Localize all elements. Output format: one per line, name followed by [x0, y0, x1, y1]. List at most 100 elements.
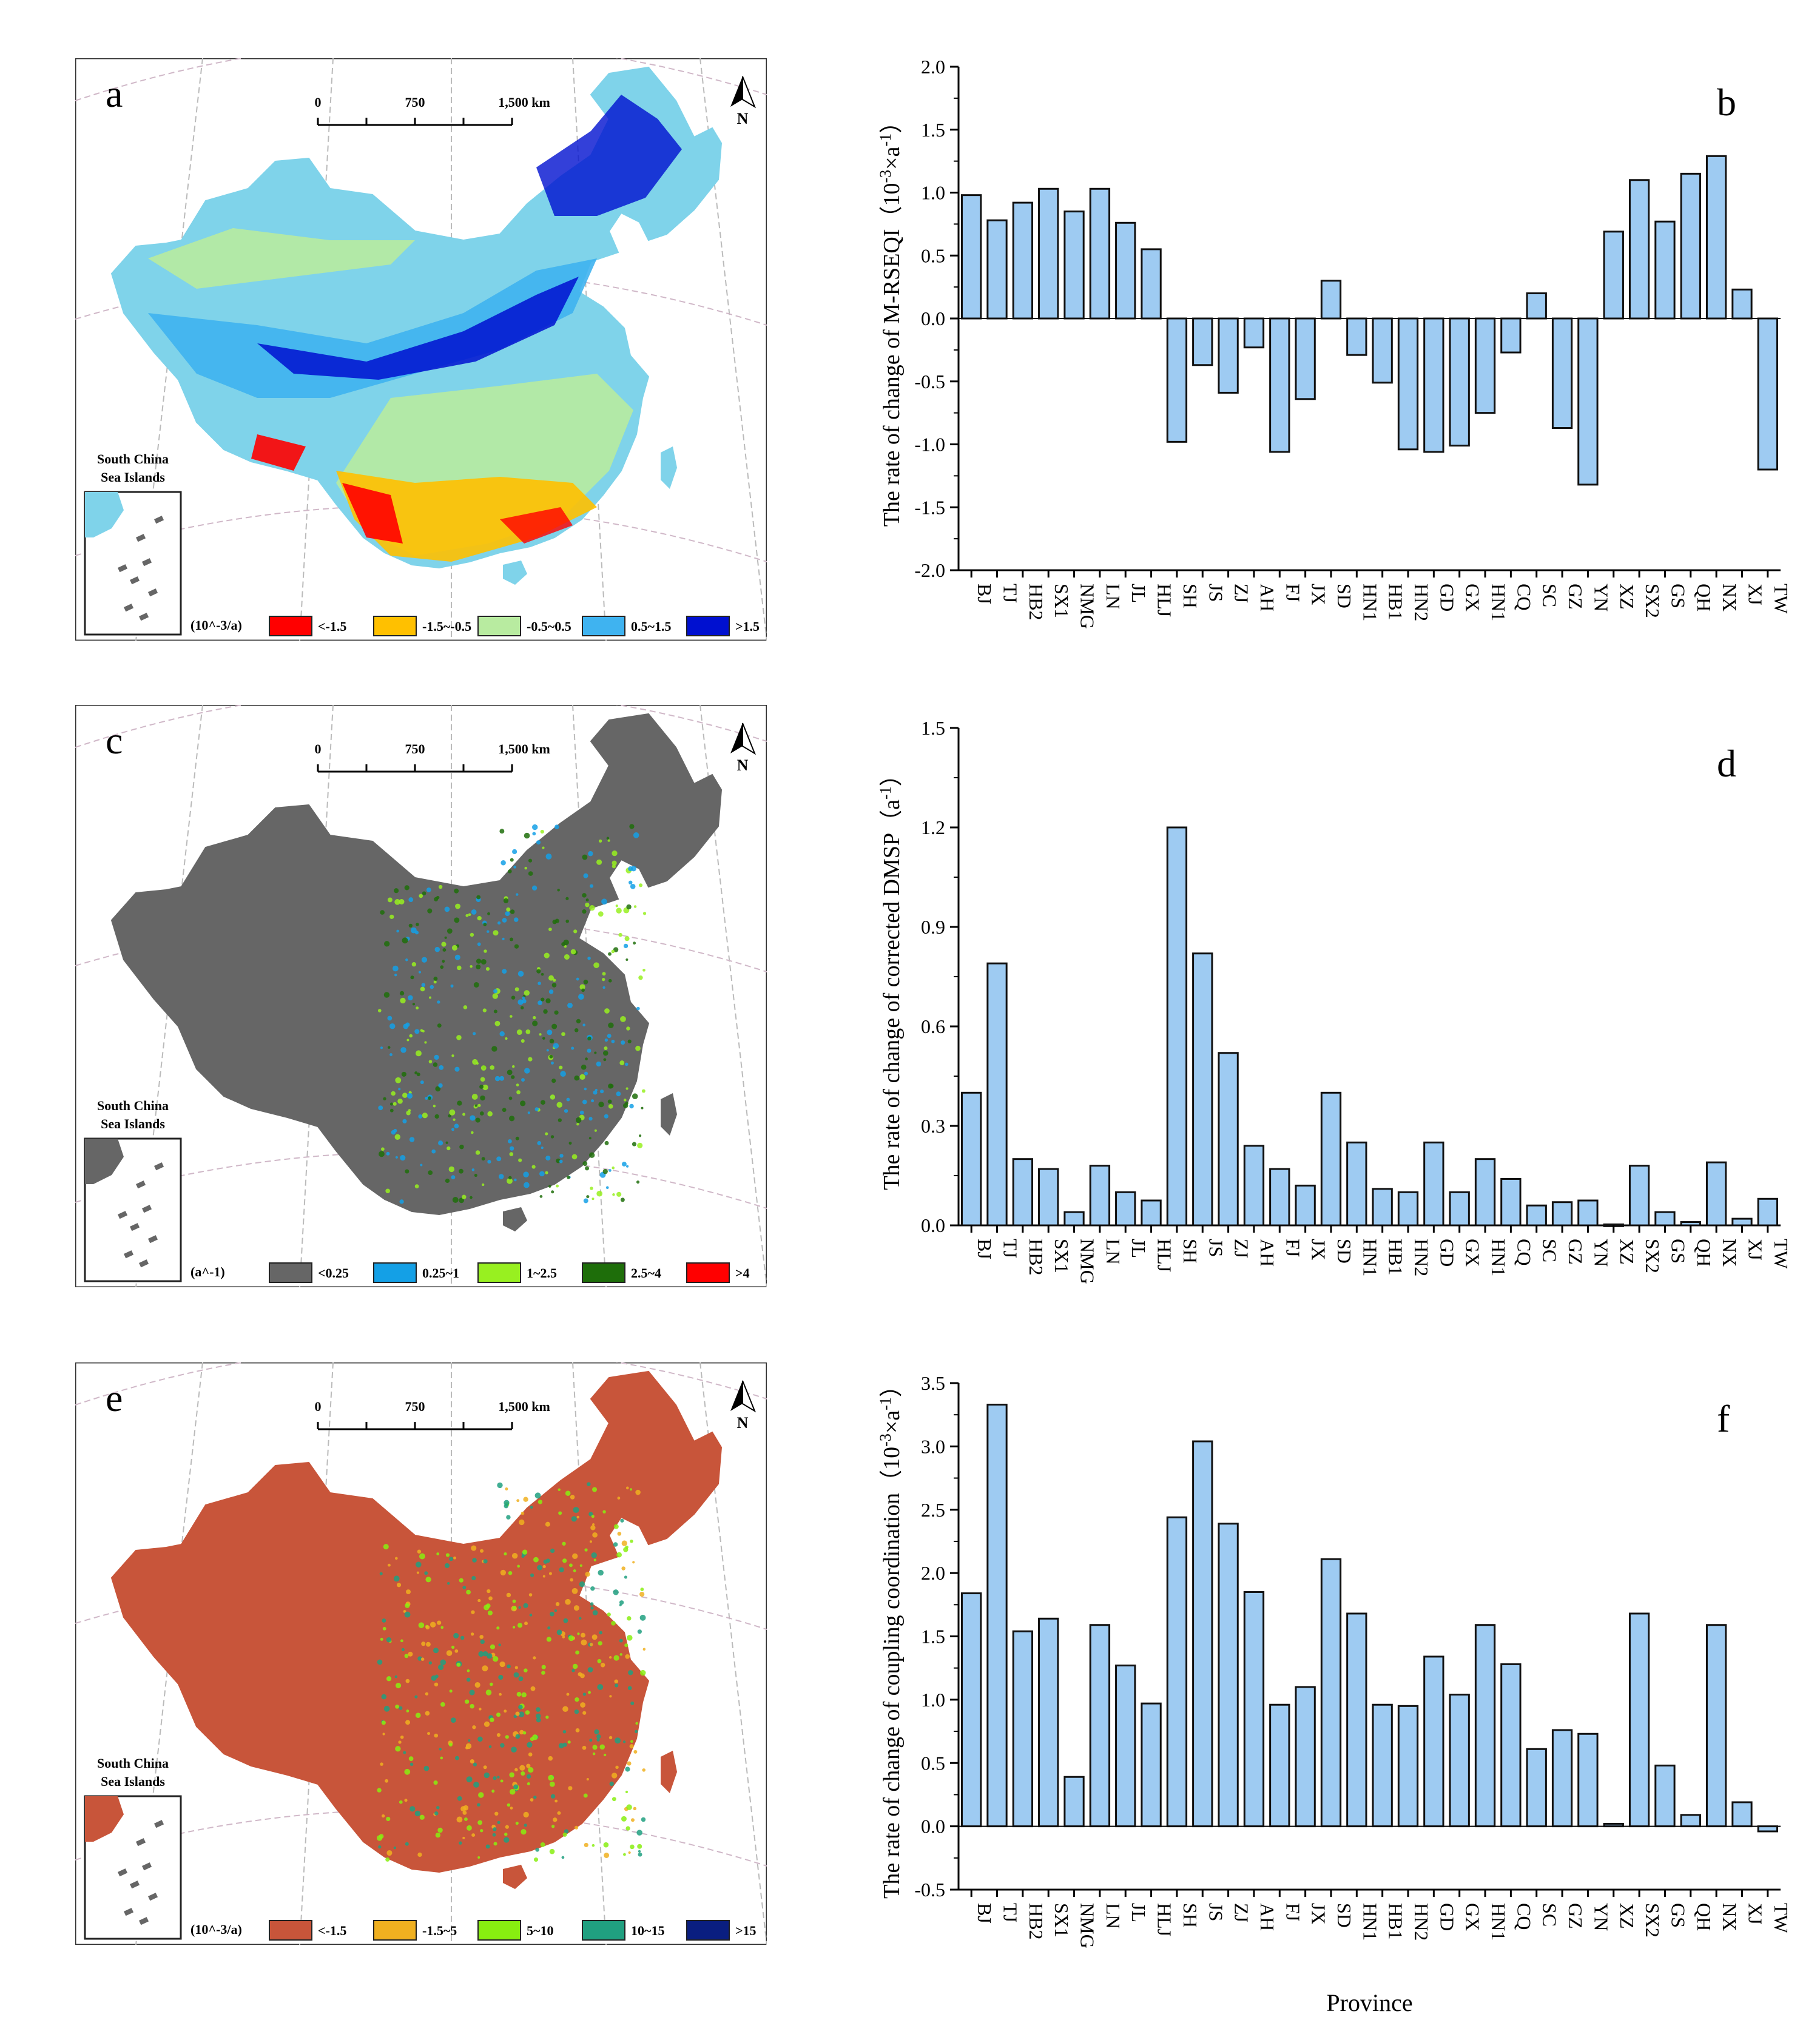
map-speckle [513, 1784, 519, 1790]
map-speckle [504, 1709, 507, 1713]
map-speckle [615, 1765, 619, 1770]
y-axis-title: The rate of change of coupling coordinat… [877, 1374, 905, 1899]
map-speckle [378, 1105, 383, 1111]
map-speckle [579, 1564, 582, 1567]
map-speckle [599, 1631, 602, 1635]
inset-island [118, 1211, 128, 1219]
map-speckle [582, 854, 588, 860]
inset-land [85, 1139, 124, 1184]
map-speckle [641, 1817, 646, 1822]
bar-hn1 [1346, 1141, 1367, 1227]
map-speckle [559, 1065, 563, 1069]
map-speckle [513, 865, 517, 869]
map-speckle [627, 1616, 632, 1621]
map-speckle [579, 1110, 584, 1115]
bar-sh [1166, 317, 1188, 443]
x-tick-label: JX [1308, 1903, 1330, 1925]
map-speckle [575, 1728, 580, 1733]
south-china-sea-inset: South China Sea Islands [84, 1098, 182, 1282]
map-speckle [403, 1610, 406, 1613]
map-speckle [584, 1548, 588, 1552]
map-speckle [394, 888, 399, 894]
map-speckle [562, 1706, 568, 1712]
map-speckle [482, 1665, 488, 1672]
map-speckle [641, 1089, 645, 1093]
map-speckle [420, 1163, 423, 1167]
map-speckle [379, 1572, 383, 1575]
x-tick-label: YN [1590, 1239, 1612, 1267]
map-speckle [418, 1114, 423, 1119]
map-speckle [524, 1668, 528, 1672]
inset-island [130, 576, 140, 585]
legend-swatch [477, 616, 521, 636]
scale-bar-label: 1,500 km [498, 95, 550, 110]
map-speckle [480, 1065, 487, 1071]
map-speckle [642, 1648, 646, 1651]
map-speckle [588, 1137, 592, 1140]
map-speckle [590, 1606, 594, 1610]
map-speckle [583, 873, 588, 878]
x-tick-label: HN1 [1359, 1239, 1381, 1276]
map-speckle [625, 1654, 630, 1659]
map-speckle [487, 1610, 493, 1615]
map-speckle [549, 1848, 555, 1854]
map-speckle [582, 1745, 587, 1750]
map-speckle [582, 1099, 587, 1105]
map-speckle [623, 1853, 626, 1856]
x-tick-label: NMG [1077, 1903, 1099, 1948]
bar-chart-f: -0.5 0.0 0.5 1.0 1.5 2.0 2.5 3.0 3.5 BJ TJ HB2 SX1 NM… [877, 1372, 1792, 2016]
map-speckle [484, 1605, 490, 1611]
map-speckle [530, 1798, 534, 1802]
map-speckle [387, 1563, 391, 1567]
map-speckle [636, 1006, 640, 1011]
bar-gd [1423, 317, 1444, 453]
bar-cq [1500, 1663, 1522, 1828]
map-speckle [607, 1034, 612, 1039]
map-speckle [537, 1141, 542, 1145]
x-tick-label: HN2 [1410, 1903, 1432, 1941]
y-tick-label: 0.0 [921, 308, 945, 329]
map-speckle [632, 1093, 638, 1099]
map-speckle [521, 1554, 525, 1558]
map-speckle [638, 1850, 641, 1853]
map-speckle [508, 1096, 513, 1100]
map-region-blob [536, 95, 682, 216]
map-speckle [399, 991, 405, 996]
map-speckle [405, 1720, 411, 1725]
map-speckle [536, 1713, 541, 1719]
map-speckle [585, 1571, 590, 1577]
map-speckle [433, 976, 438, 981]
map-speckle [493, 989, 497, 994]
map-speckle [380, 1762, 383, 1766]
map-speckle [627, 1761, 632, 1766]
map-speckle [569, 1563, 573, 1568]
map-speckle [587, 1667, 593, 1672]
map-speckle [415, 1712, 421, 1719]
map-speckle [437, 1000, 440, 1004]
map-speckle [611, 1039, 615, 1043]
map-speckle [632, 1142, 637, 1147]
legend-label: -1.5~-0.5 [422, 619, 471, 634]
map-speckle [642, 1768, 646, 1772]
map-speckle [419, 1814, 425, 1820]
map-speckle [527, 1742, 533, 1748]
map-speckle [391, 1091, 396, 1096]
map-speckle [393, 1846, 397, 1850]
map-speckle [389, 1102, 393, 1106]
map-speckle [587, 956, 591, 960]
bar-jl [1115, 1191, 1136, 1227]
scale-bar-label: 0 [315, 95, 322, 110]
y-tick-label: 1.2 [921, 817, 945, 838]
bar-bj [961, 1091, 982, 1227]
map-speckle [633, 1807, 637, 1811]
map-speckle [625, 1486, 629, 1490]
map-speckle [622, 1103, 629, 1108]
map-speckle [581, 1632, 585, 1638]
map-speckle [602, 977, 605, 982]
map-speckle [538, 1000, 542, 1006]
map-speckle [597, 1684, 604, 1690]
inset-island [154, 516, 164, 524]
map-speckle [589, 904, 595, 911]
map-speckle [510, 858, 514, 862]
map-speckle [410, 927, 417, 934]
